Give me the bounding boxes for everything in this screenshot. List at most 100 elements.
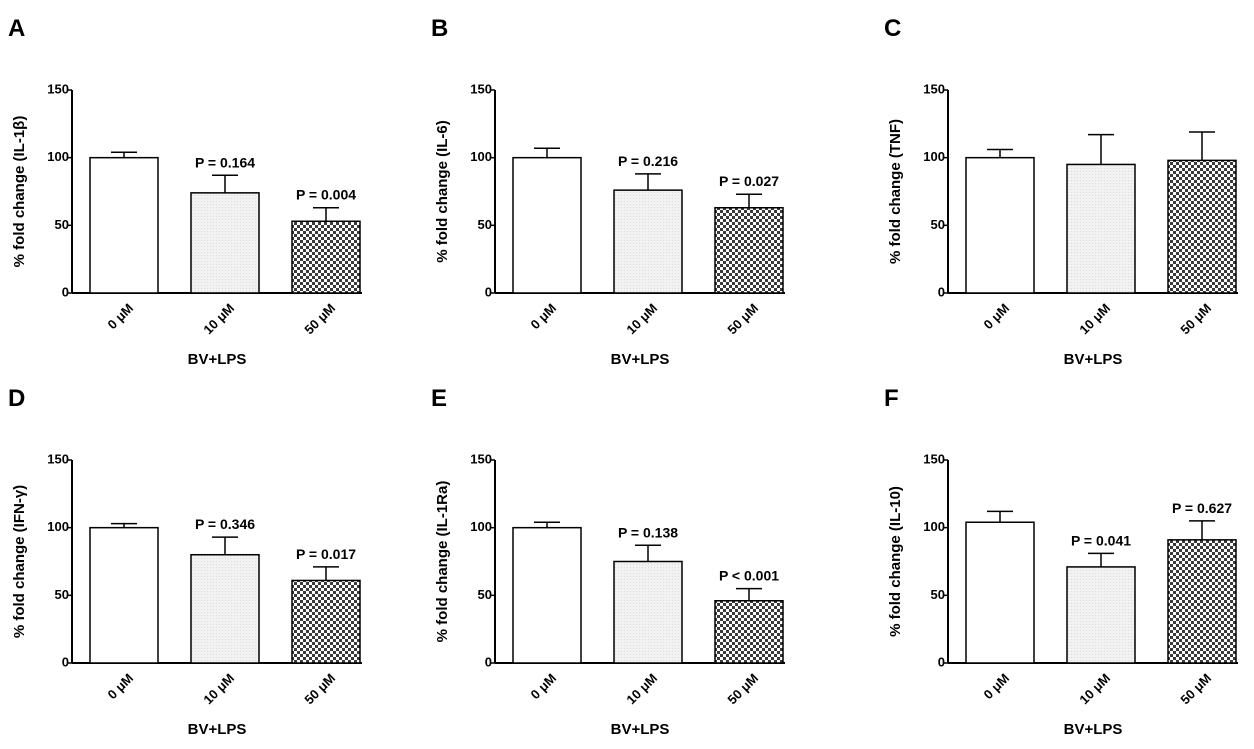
panel-label: A (8, 15, 25, 42)
error-bar (212, 174, 238, 193)
x-tick-label: 50 μM (301, 671, 338, 708)
error-bar (534, 521, 560, 528)
y-tick-label: 150 (923, 451, 945, 466)
p-value-annotation: P = 0.627 (1172, 500, 1232, 516)
y-tick-label: 50 (55, 217, 69, 232)
p-value-annotation: P = 0.017 (296, 546, 356, 562)
p-value-annotation: P = 0.216 (618, 153, 678, 169)
x-tick-label: 10 μM (1076, 301, 1113, 338)
bar (291, 220, 361, 294)
bar (714, 206, 784, 294)
y-axis-label: % fold change (IL-1β) (11, 116, 28, 268)
y-axis-label: % fold change (IFN-γ) (11, 485, 28, 638)
error-bar (1088, 552, 1114, 567)
y-tick-label: 100 (923, 149, 945, 164)
x-tick-label: 10 μM (623, 671, 660, 708)
p-value-annotation: P < 0.001 (719, 568, 779, 584)
y-tick-label: 150 (923, 81, 945, 96)
y-tick-label: 150 (47, 451, 69, 466)
y-tick-label: 100 (470, 149, 492, 164)
x-tick-label: 10 μM (200, 671, 237, 708)
x-tick-label: 50 μM (1177, 671, 1214, 708)
y-tick-label: 0 (485, 284, 492, 299)
error-bar (987, 148, 1013, 158)
error-bar (111, 151, 137, 158)
x-axis-label: BV+LPS (1064, 721, 1123, 738)
error-bar (1189, 520, 1215, 540)
y-tick-label: 100 (923, 519, 945, 534)
x-tick-label: 0 μM (528, 671, 560, 703)
error-bar (1088, 133, 1114, 165)
x-tick-label: 50 μM (1177, 301, 1214, 338)
y-tick-label: 50 (931, 587, 945, 602)
y-axis-label: % fold change (TNF) (887, 119, 904, 264)
error-bar (313, 566, 339, 581)
x-axis-label: BV+LPS (188, 351, 247, 368)
y-tick-label: 0 (62, 284, 69, 299)
y-tick-label: 100 (47, 519, 69, 534)
x-tick-label: 50 μM (724, 671, 761, 708)
y-axis-label: % fold change (IL-6) (434, 120, 451, 263)
x-axis-label: BV+LPS (611, 351, 670, 368)
x-tick-label: 10 μM (1076, 671, 1113, 708)
bar (190, 553, 260, 664)
bar (1167, 539, 1237, 664)
error-bar (534, 147, 560, 158)
bar (190, 192, 260, 294)
error-bar (635, 173, 661, 191)
panel-label: C (884, 15, 901, 42)
x-tick-label: 50 μM (301, 301, 338, 338)
p-value-annotation: P = 0.041 (1071, 532, 1131, 548)
y-tick-label: 0 (938, 654, 945, 669)
bar (965, 156, 1035, 294)
p-value-annotation: P = 0.346 (195, 516, 255, 532)
p-value-annotation: P = 0.138 (618, 524, 678, 540)
panel-label: E (431, 385, 447, 412)
y-axis-label: % fold change (IL-10) (887, 486, 904, 637)
x-tick-label: 0 μM (105, 301, 137, 333)
y-tick-label: 50 (931, 217, 945, 232)
x-tick-label: 0 μM (105, 671, 137, 703)
bar (291, 579, 361, 664)
y-tick-label: 150 (470, 81, 492, 96)
x-tick-label: 50 μM (724, 301, 761, 338)
bar (1167, 159, 1237, 294)
bar (1066, 566, 1136, 664)
y-tick-label: 100 (47, 149, 69, 164)
panel-label: D (8, 385, 25, 412)
error-bar (635, 544, 661, 562)
bar (714, 599, 784, 664)
bar (613, 560, 683, 664)
bar (965, 521, 1035, 664)
x-axis-label: BV+LPS (188, 721, 247, 738)
x-tick-label: 0 μM (528, 301, 560, 333)
x-axis-label: BV+LPS (611, 721, 670, 738)
error-bar (111, 522, 137, 528)
y-tick-label: 50 (478, 217, 492, 232)
x-tick-label: 10 μM (623, 301, 660, 338)
bar (613, 189, 683, 294)
panel-label: F (884, 385, 899, 412)
panel-label: B (431, 15, 448, 42)
bar (512, 526, 582, 664)
x-axis-label: BV+LPS (1064, 351, 1123, 368)
y-tick-label: 50 (55, 587, 69, 602)
bar (512, 156, 582, 294)
y-tick-label: 150 (470, 451, 492, 466)
y-tick-label: 0 (485, 654, 492, 669)
error-bar (987, 510, 1013, 523)
y-axis-label: % fold change (IL-1Ra) (434, 481, 451, 643)
error-bar (313, 206, 339, 222)
y-tick-label: 50 (478, 587, 492, 602)
y-tick-label: 0 (62, 654, 69, 669)
bar (89, 156, 159, 294)
x-tick-label: 0 μM (981, 671, 1013, 703)
y-tick-label: 150 (47, 81, 69, 96)
p-value-annotation: P = 0.004 (296, 187, 356, 203)
y-tick-label: 0 (938, 284, 945, 299)
bar (1066, 163, 1136, 294)
error-bar (736, 193, 762, 208)
y-tick-label: 100 (470, 519, 492, 534)
error-bar (212, 536, 238, 555)
